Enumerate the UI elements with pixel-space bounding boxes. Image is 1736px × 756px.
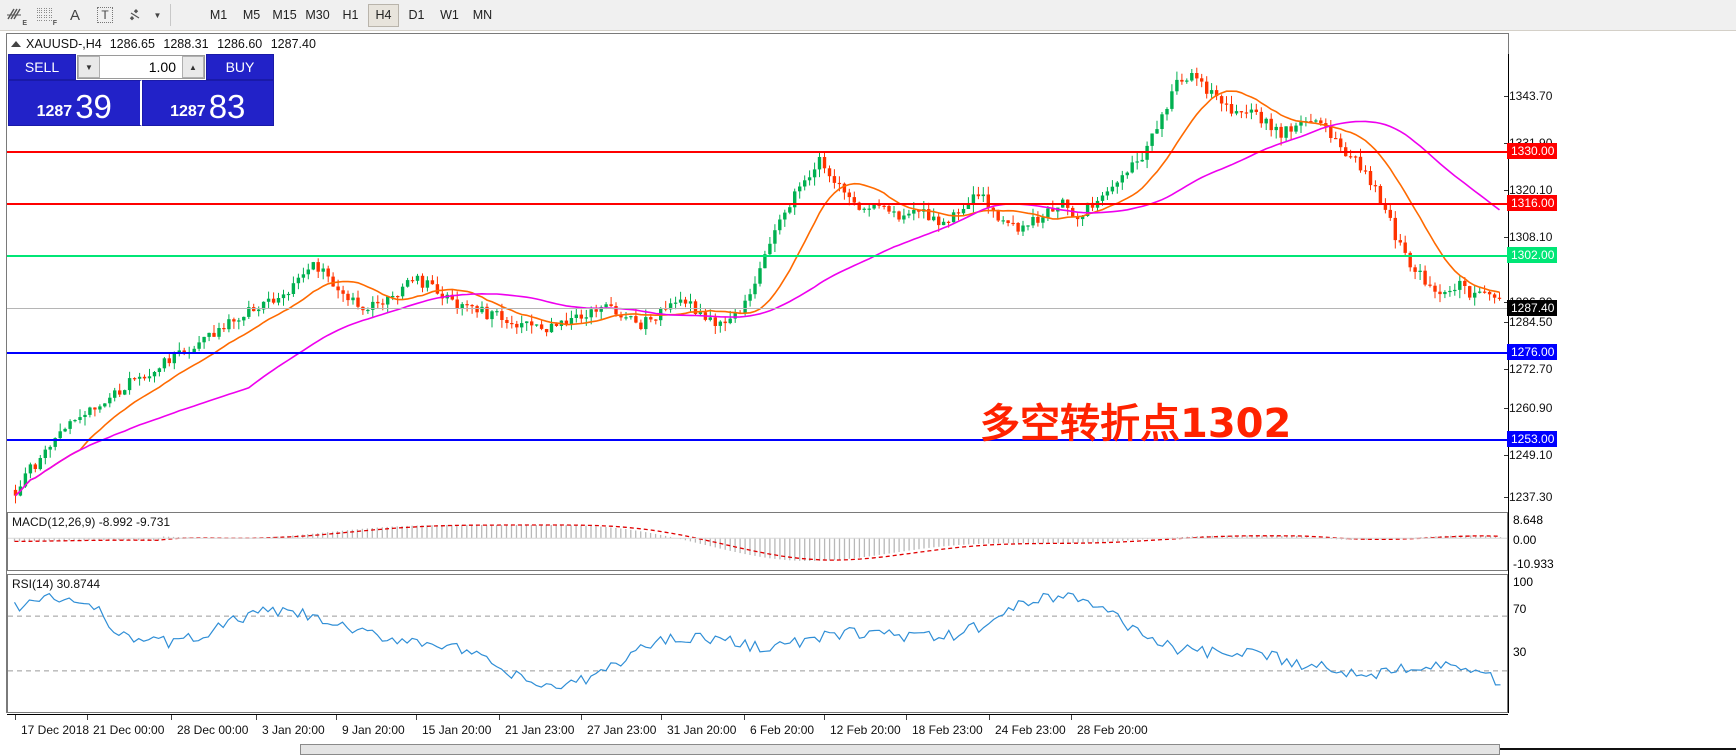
time-axis-label: 31 Jan 20:00 <box>660 715 737 737</box>
expand-triangle-icon[interactable] <box>11 40 21 47</box>
price-tick: 1320.10 <box>1503 183 1553 197</box>
time-axis[interactable]: 17 Dec 2018 21 Dec 00:00 28 Dec 00:00 3 Jan… <box>7 714 1508 741</box>
timeframe-w1[interactable]: W1 <box>440 8 459 22</box>
level-line-1302 <box>7 255 1508 257</box>
time-axis-label: 9 Jan 20:00 <box>336 715 405 737</box>
level-line-1330 <box>7 151 1508 153</box>
text-label-icon[interactable]: T <box>90 2 120 28</box>
text-tool-icon[interactable]: A <box>69 6 80 24</box>
ohlc-open: 1286.65 <box>109 36 155 51</box>
time-axis-label: 12 Feb 20:00 <box>824 715 901 737</box>
timeframe-m15[interactable]: M15 <box>272 8 297 22</box>
grid-periods-icon-sub: F <box>52 20 57 27</box>
ask-price-prefix: 1287 <box>170 103 206 120</box>
ohlc-close: 1287.40 <box>270 36 316 51</box>
price-tick: 1260.90 <box>1503 401 1553 415</box>
timeframe-mn[interactable]: MN <box>472 8 493 22</box>
ask-price-box[interactable]: 1287 83 <box>141 80 274 126</box>
ohlc-high: 1288.31 <box>163 36 209 51</box>
macd-scale-tick: 8.648 <box>1513 513 1544 527</box>
text-label-icon-glyph: T <box>97 7 113 23</box>
horizontal-scrollbar[interactable] <box>0 742 1736 756</box>
time-axis-label: 21 Dec 00:00 <box>86 715 165 737</box>
timeframe-m30[interactable]: M30 <box>305 8 330 22</box>
toolbar-separator <box>170 4 171 26</box>
chart-ohlc: 1286.65 1288.31 1286.60 1287.40 <box>110 37 321 51</box>
price-level-tag[interactable]: 1316.00 <box>1507 195 1558 211</box>
time-axis-label: 24 Feb 23:00 <box>989 715 1066 737</box>
macd-scale-tick: 0.00 <box>1513 533 1537 547</box>
price-tick: 1284.50 <box>1503 315 1553 329</box>
volume-increment-button[interactable]: ▲ <box>182 56 204 78</box>
objects-icon[interactable] <box>120 2 150 28</box>
macd-plot <box>8 524 1507 561</box>
indicators-icon-sub: E <box>22 20 27 27</box>
trade-panel-top: SELL ▼ 1.00 ▲ BUY <box>8 54 274 80</box>
indicators-icon[interactable]: E <box>0 2 30 28</box>
chart-titlebar: XAUUSD-,H4 1286.65 1288.31 1286.60 1287.… <box>7 34 1508 53</box>
ohlc-low: 1286.60 <box>217 36 263 51</box>
bid-price-big: 39 <box>75 88 112 125</box>
objects-dropdown-caret[interactable]: ▼ <box>153 10 162 20</box>
price-level-tag[interactable]: 1287.40 <box>1507 300 1558 316</box>
sell-button[interactable]: SELL <box>8 54 76 80</box>
level-line-1276 <box>7 352 1508 354</box>
rsi-scale-tick: 100 <box>1513 575 1534 589</box>
time-axis-label: 28 Feb 20:00 <box>1071 715 1148 737</box>
level-line-1253 <box>7 439 1508 441</box>
time-axis-label: 17 Dec 2018 <box>14 715 90 737</box>
main-toolbar: E F A T ▼ M1 M5 M15 M30 H1 H4 D1 W1 MN <box>0 0 1736 31</box>
scrollbar-thumb[interactable] <box>300 744 1500 755</box>
price-tick: 1343.70 <box>1503 89 1553 103</box>
ask-price-big: 83 <box>208 88 246 125</box>
rsi-scale-tick: 30 <box>1513 645 1527 659</box>
volume-decrement-button[interactable]: ▼ <box>78 56 100 78</box>
chart-window: XAUUSD-,H4 1286.65 1288.31 1286.60 1287.… <box>0 31 1736 744</box>
buy-button[interactable]: BUY <box>206 54 274 80</box>
price-axis-line <box>1508 54 1509 713</box>
price-pane <box>7 54 1508 509</box>
bid-price-box[interactable]: 1287 39 <box>8 80 142 126</box>
bid-price-prefix: 1287 <box>36 103 73 120</box>
rsi-label: RSI(14) 30.8744 <box>12 577 101 591</box>
time-axis-label: 27 Jan 23:00 <box>580 715 657 737</box>
price-tick: 1249.10 <box>1503 448 1553 462</box>
price-tick: 1272.70 <box>1503 362 1553 376</box>
time-axis-label: 21 Jan 23:00 <box>498 715 575 737</box>
timeframe-group: M1 M5 M15 M30 H1 H4 D1 W1 MN <box>202 3 499 27</box>
time-axis-label: 3 Jan 20:00 <box>256 715 325 737</box>
grid-periods-icon[interactable]: F <box>30 2 60 28</box>
one-click-trade-panel: SELL ▼ 1.00 ▲ BUY 1287 39 1287 83 <box>8 54 274 126</box>
price-level-tag[interactable]: 1253.00 <box>1507 431 1558 447</box>
time-axis-label: 15 Jan 20:00 <box>415 715 492 737</box>
price-tick: 1308.10 <box>1503 230 1553 244</box>
level-line-1316 <box>7 203 1508 205</box>
time-axis-label: 28 Dec 00:00 <box>170 715 249 737</box>
toolbar-dotted-sep <box>177 8 194 23</box>
price-level-tag[interactable]: 1302.00 <box>1507 247 1558 263</box>
timeframe-m5[interactable]: M5 <box>242 8 261 22</box>
time-axis-label: 18 Feb 23:00 <box>906 715 983 737</box>
trade-panel-prices: 1287 39 1287 83 <box>8 80 274 126</box>
volume-input[interactable]: ▼ 1.00 ▲ <box>77 55 205 79</box>
macd-scale-tick: -10.933 <box>1513 557 1554 571</box>
rsi-pane <box>7 574 1508 713</box>
time-axis-label: 6 Feb 20:00 <box>743 715 815 737</box>
chart-symbol-label: XAUUSD-,H4 <box>26 36 102 51</box>
timeframe-h4[interactable]: H4 <box>368 3 399 27</box>
price-level-tag[interactable]: 1276.00 <box>1507 344 1558 360</box>
rsi-scale-tick: 70 <box>1513 602 1527 616</box>
timeframe-d1[interactable]: D1 <box>408 8 425 22</box>
rsi-plot <box>8 592 1507 690</box>
chart-annotation: 多空转折点1302 <box>980 401 1292 447</box>
timeframe-m1[interactable]: M1 <box>209 8 228 22</box>
price-candles <box>13 67 1502 504</box>
macd-pane <box>7 512 1508 571</box>
price-level-tag[interactable]: 1330.00 <box>1507 143 1558 159</box>
level-line-1287 <box>7 308 1508 309</box>
price-tick: 1237.30 <box>1503 490 1553 504</box>
timeframe-h1[interactable]: H1 <box>342 8 359 22</box>
volume-value[interactable]: 1.00 <box>100 56 182 78</box>
macd-label: MACD(12,26,9) -8.992 -9.731 <box>12 515 171 529</box>
